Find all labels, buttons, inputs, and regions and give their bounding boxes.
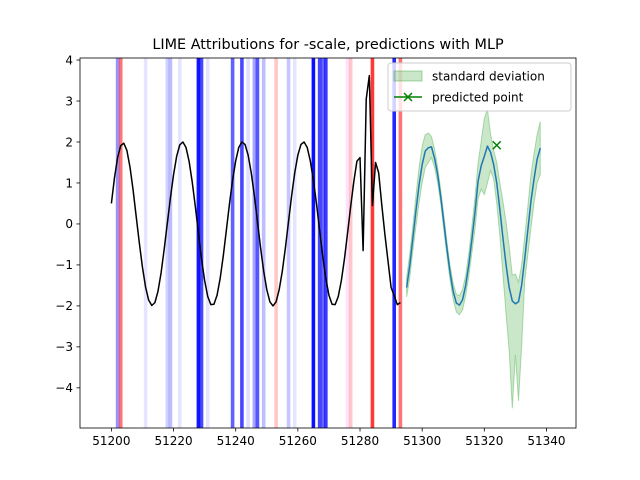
attribution-band-15: [274, 58, 278, 428]
attribution-band-1: [118, 58, 123, 428]
attribution-band-16: [286, 58, 291, 428]
x-axis: 51200 51220 51240 51260 51280 51300 51320 51340: [92, 428, 566, 448]
x-tick-label: 51280: [341, 434, 379, 448]
attribution-band-24: [370, 58, 375, 428]
attribution-band-25: [392, 58, 396, 428]
legend-swatch-std: [393, 70, 423, 82]
y-tick-label: 2: [65, 135, 73, 149]
y-tick-label: −4: [55, 381, 73, 395]
x-tick-label: 51260: [279, 434, 317, 448]
legend-box: [387, 62, 572, 112]
x-tick-label: 51340: [527, 434, 565, 448]
attribution-band-8: [205, 58, 210, 428]
attribution-band-17: [292, 58, 297, 428]
y-tick-label: 4: [65, 53, 73, 67]
std-deviation-band: [406, 109, 541, 409]
attribution-bands: [115, 58, 403, 428]
attribution-band-11: [246, 58, 250, 428]
chart-title: LIME Attributions for -scale, prediction…: [152, 37, 504, 53]
x-tick-label: 51300: [403, 434, 441, 448]
legend-swatch-predicted-marker: [403, 92, 413, 102]
y-tick-label: −1: [55, 258, 73, 272]
attribution-band-22: [345, 58, 350, 428]
attribution-band-21: [324, 58, 328, 428]
legend-label-predicted: predicted point: [432, 91, 524, 105]
attribution-band-10: [240, 58, 244, 428]
y-axis: −4 −3 −2 −1 0 1 2 3 4: [55, 53, 80, 395]
attribution-band-14: [261, 58, 266, 428]
attribution-band-0: [115, 58, 120, 428]
y-tick-label: −2: [55, 299, 73, 313]
y-tick-label: 1: [65, 176, 73, 190]
attribution-band-4: [168, 58, 173, 428]
attribution-band-3: [165, 58, 170, 428]
plot-frame: [79, 57, 577, 429]
x-tick-label: 51240: [217, 434, 255, 448]
x-tick-label: 51200: [92, 434, 130, 448]
prediction-series-line: [405, 145, 541, 306]
attribution-band-7: [199, 58, 204, 428]
attribution-band-9: [230, 58, 235, 428]
attribution-band-6: [196, 58, 201, 428]
attribution-band-18: [311, 58, 316, 428]
y-tick-label: −3: [55, 340, 73, 354]
attribution-band-23: [348, 58, 353, 428]
attribution-band-19: [317, 58, 322, 428]
x-tick-label: 51320: [465, 434, 503, 448]
predicted-point-marker: [492, 140, 502, 150]
y-tick-label: 0: [65, 217, 73, 231]
attribution-band-26: [398, 58, 403, 428]
x-tick-label: 51220: [154, 434, 192, 448]
attribution-band-5: [177, 58, 182, 428]
attribution-band-12: [252, 58, 257, 428]
legend: standard deviation predicted point: [387, 62, 572, 112]
attribution-band-2: [143, 58, 148, 428]
legend-label-std: standard deviation: [432, 70, 545, 84]
attribution-band-20: [320, 58, 325, 428]
series-layer: [110, 74, 541, 307]
history-series-line: [110, 74, 401, 307]
attribution-band-13: [255, 58, 260, 428]
y-tick-label: 3: [65, 94, 73, 108]
std-band-layer: [406, 109, 541, 409]
